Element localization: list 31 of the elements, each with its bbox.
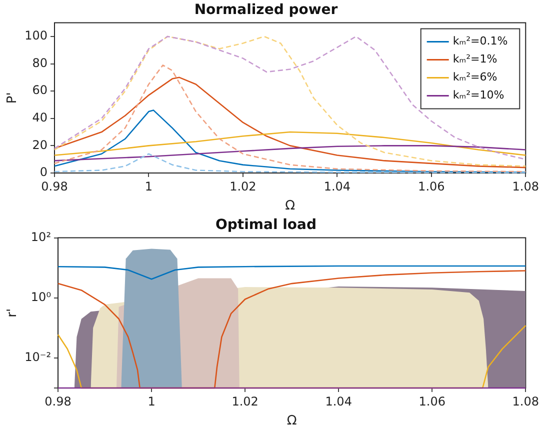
y-tick-label: 100 [24, 28, 48, 43]
x-tick-label: 1.02 [232, 394, 258, 408]
x-tick-label: 1.06 [418, 394, 446, 408]
chart-title: Optimal load [215, 217, 317, 234]
y-tick-label: 80 [32, 56, 48, 70]
y-axis-title: r' [5, 308, 20, 318]
x-tick-label: 1.02 [230, 179, 256, 194]
x-tick-label: 0.98 [41, 179, 68, 194]
x-axis-title: Ω [286, 414, 297, 429]
legend-label: kₘ²=6% [452, 70, 498, 84]
legend-label: kₘ²=10% [452, 88, 504, 102]
x-tick-label: 1.06 [418, 179, 445, 194]
x-tick-label: 1.08 [512, 394, 539, 408]
x-tick-label: 0.98 [44, 394, 72, 408]
x-tick-label: 1.04 [325, 394, 352, 408]
y-tick-label: 0 [40, 165, 48, 180]
y-tick-label: 40 [32, 110, 48, 125]
legend-label: kₘ²=1% [452, 52, 498, 66]
legend-label: kₘ²=0.1% [452, 34, 508, 48]
y-tick-label: 60 [32, 83, 48, 98]
chart-title: Normalized power [194, 2, 338, 18]
x-axis-title: Ω [285, 198, 296, 214]
y-tick-label: 10² [30, 230, 52, 244]
y-tick-label: 10⁰ [30, 290, 52, 304]
x-tick-label: 1.04 [324, 179, 351, 194]
y-tick-label: 10⁻² [24, 350, 52, 364]
x-tick-label: 1 [144, 179, 153, 194]
y-axis-title: P' [5, 92, 20, 104]
x-tick-label: 1.08 [512, 179, 539, 194]
x-tick-label: 1 [148, 394, 156, 408]
y-tick-label: 20 [32, 138, 48, 152]
